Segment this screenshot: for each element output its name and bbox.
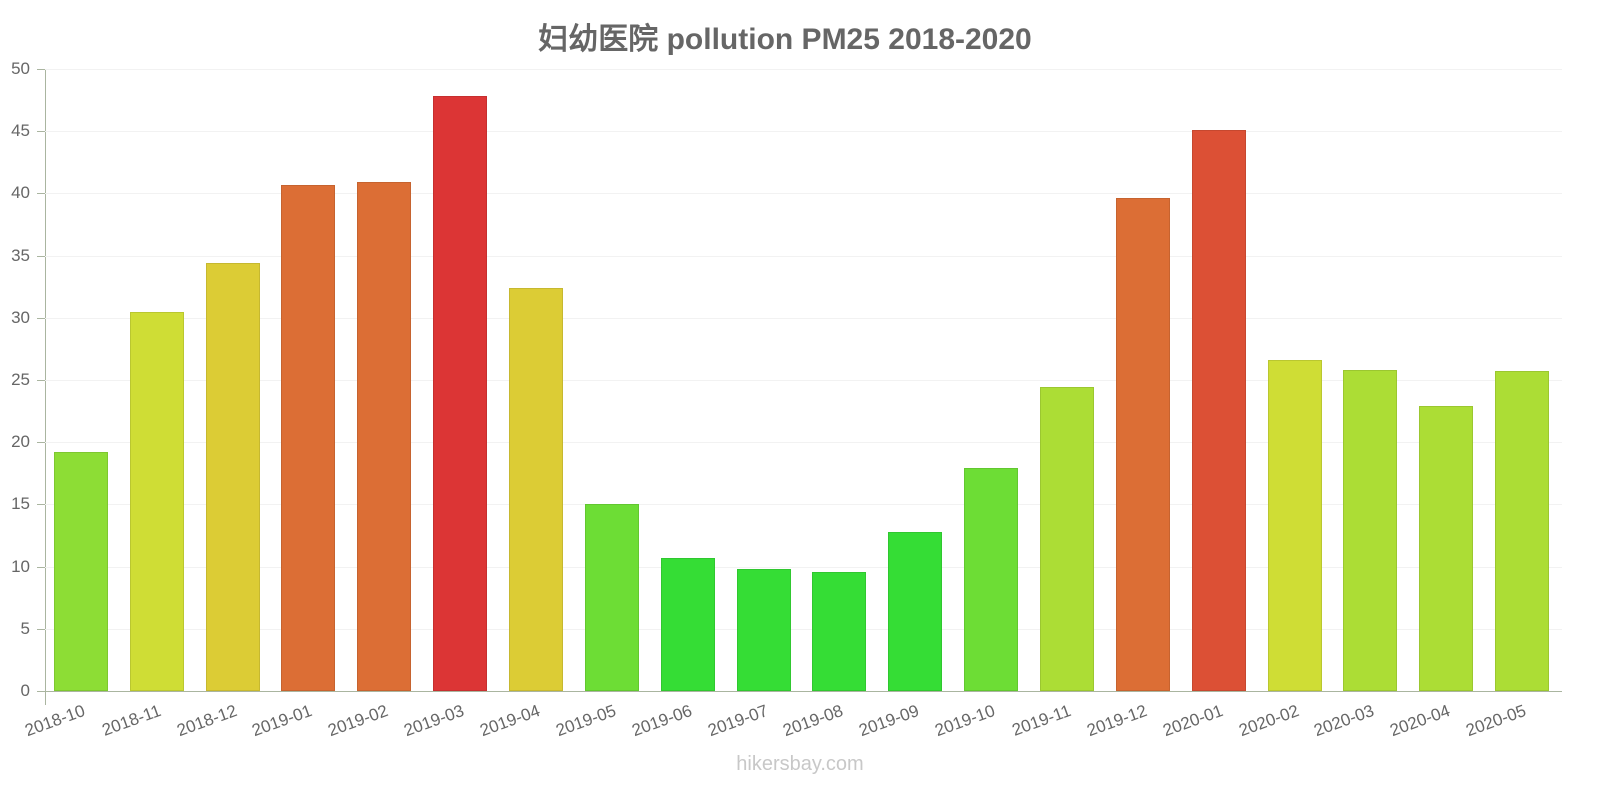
bar-2020-02[interactable] [1267, 360, 1322, 691]
bar-2019-08[interactable] [812, 571, 867, 691]
bar-2020-04[interactable] [1419, 406, 1474, 691]
bar-2019-06[interactable] [660, 557, 715, 691]
x-tick-label: 2020-04 [1387, 701, 1453, 741]
bar-2019-10[interactable] [964, 468, 1019, 691]
y-tick-label: 50 [11, 59, 30, 78]
bar-2019-04[interactable] [509, 287, 564, 691]
x-tick-label: 2018-10 [22, 701, 88, 741]
bar-2019-07[interactable] [736, 569, 791, 691]
x-tick-label: 2019-02 [325, 701, 391, 741]
y-tick-label: 30 [11, 307, 30, 327]
x-tick-label: 2019-06 [629, 701, 695, 741]
y-axis-tail [45, 691, 46, 705]
y-tick-mark [37, 504, 45, 506]
watermark: hikersbay.com [736, 753, 864, 775]
y-tick-mark [37, 193, 45, 195]
y-tick-mark [37, 131, 45, 133]
gridline [45, 380, 1562, 381]
x-tick-label: 2019-07 [704, 701, 771, 741]
y-tick-mark [37, 380, 45, 381]
y-tick-label: 45 [11, 121, 30, 141]
bar-2019-11[interactable] [1039, 387, 1094, 691]
y-tick-mark [37, 691, 45, 692]
chart-title: 妇幼医院 pollution PM25 2018-2020 [538, 23, 1032, 56]
y-tick-label: 0 [20, 681, 30, 700]
bar-2019-02[interactable] [357, 182, 412, 691]
x-tick-label: 2019-03 [401, 701, 467, 741]
bar-2018-12[interactable] [205, 263, 260, 691]
y-tick-label: 20 [11, 432, 30, 452]
bar-2019-09[interactable] [888, 531, 943, 691]
bar-2019-03[interactable] [433, 96, 488, 691]
bar-2019-12[interactable] [1115, 198, 1170, 691]
gridline [45, 317, 1562, 319]
x-tick-label: 2020-03 [1311, 701, 1377, 741]
y-tick-label: 25 [11, 370, 30, 389]
y-tick-label: 15 [11, 494, 30, 514]
x-tick-label: 2019-11 [1009, 701, 1074, 740]
y-tick-mark [37, 566, 45, 568]
x-tick-label: 2019-01 [249, 701, 315, 741]
y-tick-mark [37, 69, 45, 70]
gridline [45, 442, 1562, 444]
gridline [45, 566, 1562, 568]
gridline [45, 255, 1562, 257]
x-tick-label: 2019-08 [780, 701, 846, 741]
bar-2020-05[interactable] [1495, 371, 1550, 691]
gridline [45, 628, 1562, 630]
x-tick-label: 2019-09 [856, 701, 922, 741]
y-tick-label: 5 [20, 618, 30, 638]
bar-2018-10[interactable] [53, 452, 108, 691]
x-axis [37, 691, 1562, 692]
y-tick-mark [37, 255, 45, 257]
x-tick-label: 2019-10 [932, 701, 998, 741]
bar-2019-05[interactable] [584, 504, 639, 691]
gridline [45, 193, 1562, 195]
y-tick-label: 35 [11, 245, 30, 265]
x-tick-label: 2018-12 [173, 701, 240, 741]
bar-2020-01[interactable] [1191, 129, 1246, 691]
y-tick-label: 10 [11, 556, 30, 576]
y-tick-label: 40 [11, 183, 30, 203]
x-tick-label: 2018-11 [99, 701, 164, 740]
x-tick-label: 2020-01 [1160, 701, 1226, 741]
y-tick-mark [37, 628, 45, 630]
x-tick-label: 2019-04 [477, 701, 543, 741]
x-tick-label: 2020-05 [1463, 701, 1529, 741]
bar-2018-11[interactable] [129, 311, 184, 691]
y-tick-mark [37, 442, 45, 444]
gridline [45, 69, 1562, 70]
x-tick-label: 2019-12 [1084, 701, 1150, 741]
x-tick-label: 2019-05 [553, 701, 619, 741]
gridline [45, 504, 1562, 506]
plot-area: 0 5 10 15 20 25 30 35 40 45 50 2018-10 2018-11 2018-1… [11, 59, 1562, 740]
x-tick-label: 2020-02 [1235, 701, 1302, 741]
y-tick-mark [37, 317, 45, 319]
gridline [45, 131, 1562, 133]
bar-2020-03[interactable] [1343, 370, 1398, 691]
bar-2019-01[interactable] [281, 184, 336, 691]
